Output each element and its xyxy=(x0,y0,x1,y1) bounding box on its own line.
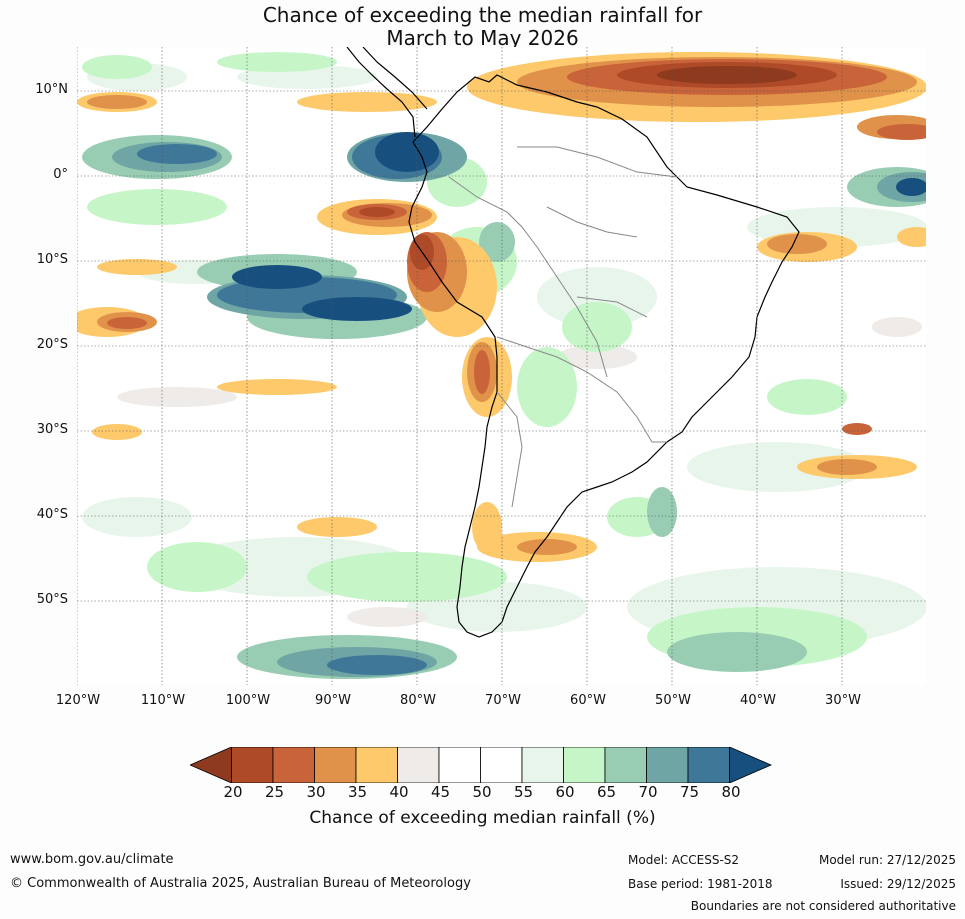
lon-label-60w: 60°W xyxy=(570,693,606,708)
title-line-2: March to May 2026 xyxy=(386,26,579,50)
boundary-disclaimer: Boundaries are not considered authoritat… xyxy=(690,899,956,913)
lon-label-80w: 80°W xyxy=(400,693,436,708)
website-link[interactable]: www.bom.gov.au/climate xyxy=(10,852,174,867)
colorbar-tick: 65 xyxy=(596,783,617,801)
colorbar-tick: 70 xyxy=(638,783,658,801)
lat-label-0: 0° xyxy=(53,167,68,182)
dark-blue-areas xyxy=(232,132,926,321)
central-america-coastline xyxy=(346,47,428,138)
colorbar-bin xyxy=(355,747,398,783)
colorbar-tick: 25 xyxy=(264,783,285,801)
colorbar-extend-high xyxy=(729,747,773,783)
colorbar-bin xyxy=(397,747,440,783)
south-america-coastline xyxy=(408,74,800,638)
lon-label-110w: 110°W xyxy=(140,693,186,708)
lon-label-70w: 70°W xyxy=(485,693,521,708)
issued-date: Issued: 29/12/2025 xyxy=(840,877,956,891)
colorbar-bin xyxy=(687,747,730,783)
lon-label-90w: 90°W xyxy=(315,693,351,708)
colorbar-bin xyxy=(314,747,357,783)
colorbar-label: Chance of exceeding median rainfall (%) xyxy=(309,808,656,828)
title-line-1: Chance of exceeding the median rainfall … xyxy=(262,3,703,27)
lat-label-10s: 10°S xyxy=(36,252,68,267)
lon-label-100w: 100°W xyxy=(225,693,271,708)
colorbar xyxy=(190,747,773,783)
lat-label-30s: 30°S xyxy=(36,422,68,437)
lon-label-30w: 30°W xyxy=(825,693,861,708)
lat-label-10n: 10°N xyxy=(35,82,68,97)
colorbar-bin xyxy=(480,747,523,783)
lat-label-20s: 20°S xyxy=(36,337,68,352)
lat-label-40s: 40°S xyxy=(36,507,68,522)
colorbar-bin xyxy=(646,747,689,783)
colorbar-tick: 45 xyxy=(430,783,451,801)
colorbar-tick: 35 xyxy=(347,783,368,801)
dark-brown-areas xyxy=(657,66,797,84)
colorbar-tick: 30 xyxy=(306,783,326,801)
base-period: Base period: 1981-2018 xyxy=(628,877,773,891)
colorbar-tick: 50 xyxy=(472,783,492,801)
graticule xyxy=(77,47,926,685)
lon-label-40w: 40°W xyxy=(740,693,776,708)
colorbar-tick: 60 xyxy=(555,783,575,801)
colorbar-bin xyxy=(231,747,274,783)
lat-label-50s: 50°S xyxy=(36,592,68,607)
colorbar-extend-low xyxy=(190,747,232,783)
lon-label-120w: 120°W xyxy=(55,693,101,708)
model-info: Model: ACCESS-S2 xyxy=(628,853,740,867)
country-borders xyxy=(448,146,678,508)
colorbar-tick: 80 xyxy=(721,783,741,801)
colorbar-bin xyxy=(272,747,315,783)
copyright-text: © Commonwealth of Australia 2025, Austra… xyxy=(10,876,471,891)
colorbar-bin xyxy=(563,747,606,783)
rainfall-probability-map xyxy=(77,47,926,685)
colorbar-tick: 20 xyxy=(223,783,243,801)
colorbar-bin xyxy=(438,747,481,783)
lon-label-50w: 50°W xyxy=(655,693,691,708)
colorbar-bin xyxy=(604,747,647,783)
colorbar-tick: 40 xyxy=(389,783,409,801)
colorbar-bin xyxy=(521,747,564,783)
colorbar-tick: 55 xyxy=(513,783,534,801)
chart-title: Chance of exceeding the median rainfall … xyxy=(0,4,965,50)
colorbar-tick: 75 xyxy=(679,783,700,801)
model-run-date: Model run: 27/12/2025 xyxy=(818,853,956,867)
green-areas xyxy=(82,52,867,667)
